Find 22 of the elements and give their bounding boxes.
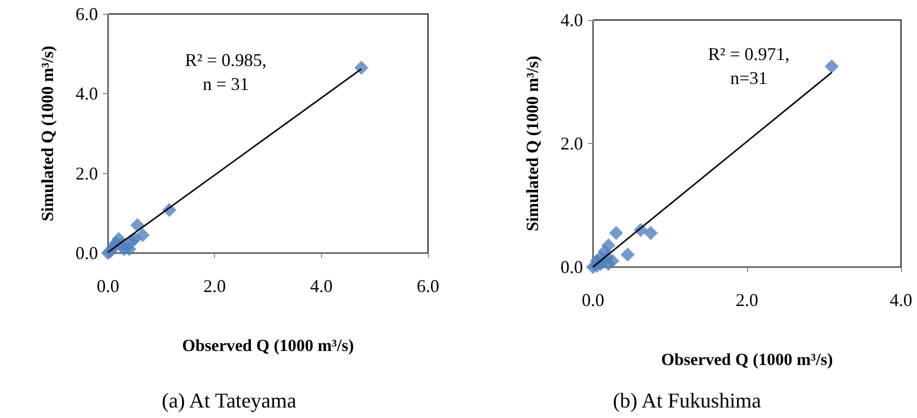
- text: (a) At Tateyama: [162, 388, 297, 412]
- x-tick-label: 6.0: [416, 276, 440, 296]
- y-tick-label: 2.0: [560, 134, 583, 154]
- x-tick-label: 4.0: [890, 290, 912, 310]
- annotation: R² = 0.985, n = 31: [184, 50, 267, 94]
- x-tick-label: 2.0: [736, 290, 758, 310]
- y-tick-label: 0.0: [560, 257, 583, 277]
- x-tick-label: 2.0: [203, 276, 226, 296]
- y-tick-label: 0.0: [76, 243, 98, 263]
- y-tick-label: 4.0: [76, 84, 98, 104]
- y-tick-label: 4.0: [560, 10, 583, 30]
- x-axis-title: Observed Q (1000 m³/s): [182, 336, 354, 355]
- y-axis-title: Simulated Q (1000 m³/s): [523, 56, 542, 232]
- x-tick-label: 0.0: [582, 290, 604, 310]
- x-tick-label: 0.0: [96, 276, 120, 296]
- y-axis-title: Simulated Q (1000 m³/s): [38, 46, 57, 222]
- y-tick-label: 6.0: [76, 4, 98, 24]
- annotation: R² = 0.971, n=31: [708, 44, 790, 88]
- x-tick-label: 4.0: [310, 276, 333, 296]
- y-tick-label: 2.0: [76, 163, 98, 184]
- text: (b) At Fukushima: [612, 388, 762, 412]
- x-axis-title: Observed Q (1000 m³/s): [661, 350, 833, 369]
